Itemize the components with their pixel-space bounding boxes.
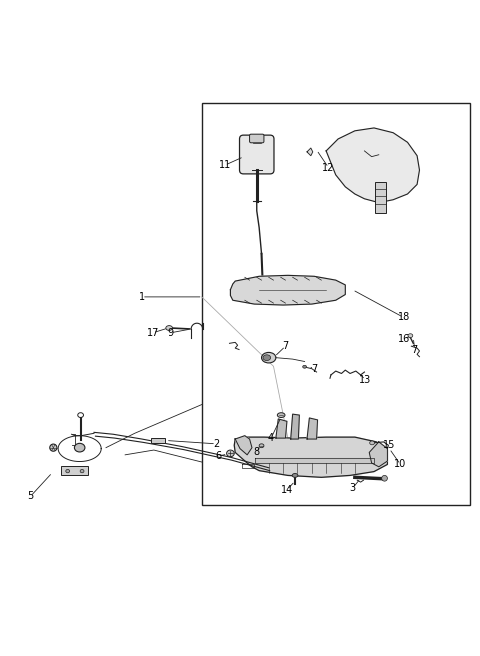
Ellipse shape xyxy=(382,476,387,481)
Text: 15: 15 xyxy=(383,440,396,450)
Ellipse shape xyxy=(259,444,264,447)
Ellipse shape xyxy=(408,334,413,338)
Ellipse shape xyxy=(370,441,374,445)
Text: 1: 1 xyxy=(139,292,145,302)
Bar xyxy=(60,466,88,475)
Polygon shape xyxy=(276,419,287,438)
FancyBboxPatch shape xyxy=(250,134,264,143)
Ellipse shape xyxy=(166,325,172,331)
Polygon shape xyxy=(307,418,318,439)
Text: 8: 8 xyxy=(254,447,260,457)
Text: 5: 5 xyxy=(27,491,34,501)
Polygon shape xyxy=(326,128,420,203)
Text: 10: 10 xyxy=(394,459,407,470)
Text: 7: 7 xyxy=(411,344,418,354)
Ellipse shape xyxy=(50,444,57,451)
Text: 7: 7 xyxy=(282,341,288,351)
Text: 18: 18 xyxy=(397,312,410,323)
Ellipse shape xyxy=(66,470,70,473)
Ellipse shape xyxy=(227,450,234,457)
Text: 9: 9 xyxy=(168,328,174,338)
Bar xyxy=(152,438,165,443)
Ellipse shape xyxy=(277,413,285,417)
Text: 3: 3 xyxy=(349,483,356,493)
Text: 13: 13 xyxy=(359,375,372,384)
Text: 4: 4 xyxy=(268,433,274,443)
Ellipse shape xyxy=(263,355,271,361)
Ellipse shape xyxy=(74,443,85,452)
Text: 2: 2 xyxy=(213,439,219,449)
Polygon shape xyxy=(291,414,300,439)
Polygon shape xyxy=(235,436,252,455)
Ellipse shape xyxy=(80,470,84,473)
Polygon shape xyxy=(369,442,387,467)
Text: 7: 7 xyxy=(311,363,317,374)
Text: 16: 16 xyxy=(397,333,410,344)
Ellipse shape xyxy=(303,365,307,368)
Bar xyxy=(375,182,386,213)
Polygon shape xyxy=(307,148,313,155)
Text: 12: 12 xyxy=(323,163,335,173)
Polygon shape xyxy=(230,276,345,305)
Text: 6: 6 xyxy=(216,451,222,461)
Ellipse shape xyxy=(262,352,276,363)
Ellipse shape xyxy=(292,474,298,478)
Bar xyxy=(202,103,470,505)
Text: 17: 17 xyxy=(147,328,159,338)
Text: 11: 11 xyxy=(218,160,231,171)
Polygon shape xyxy=(234,437,387,478)
Polygon shape xyxy=(255,458,374,463)
Text: 14: 14 xyxy=(281,485,293,495)
FancyBboxPatch shape xyxy=(240,135,274,174)
